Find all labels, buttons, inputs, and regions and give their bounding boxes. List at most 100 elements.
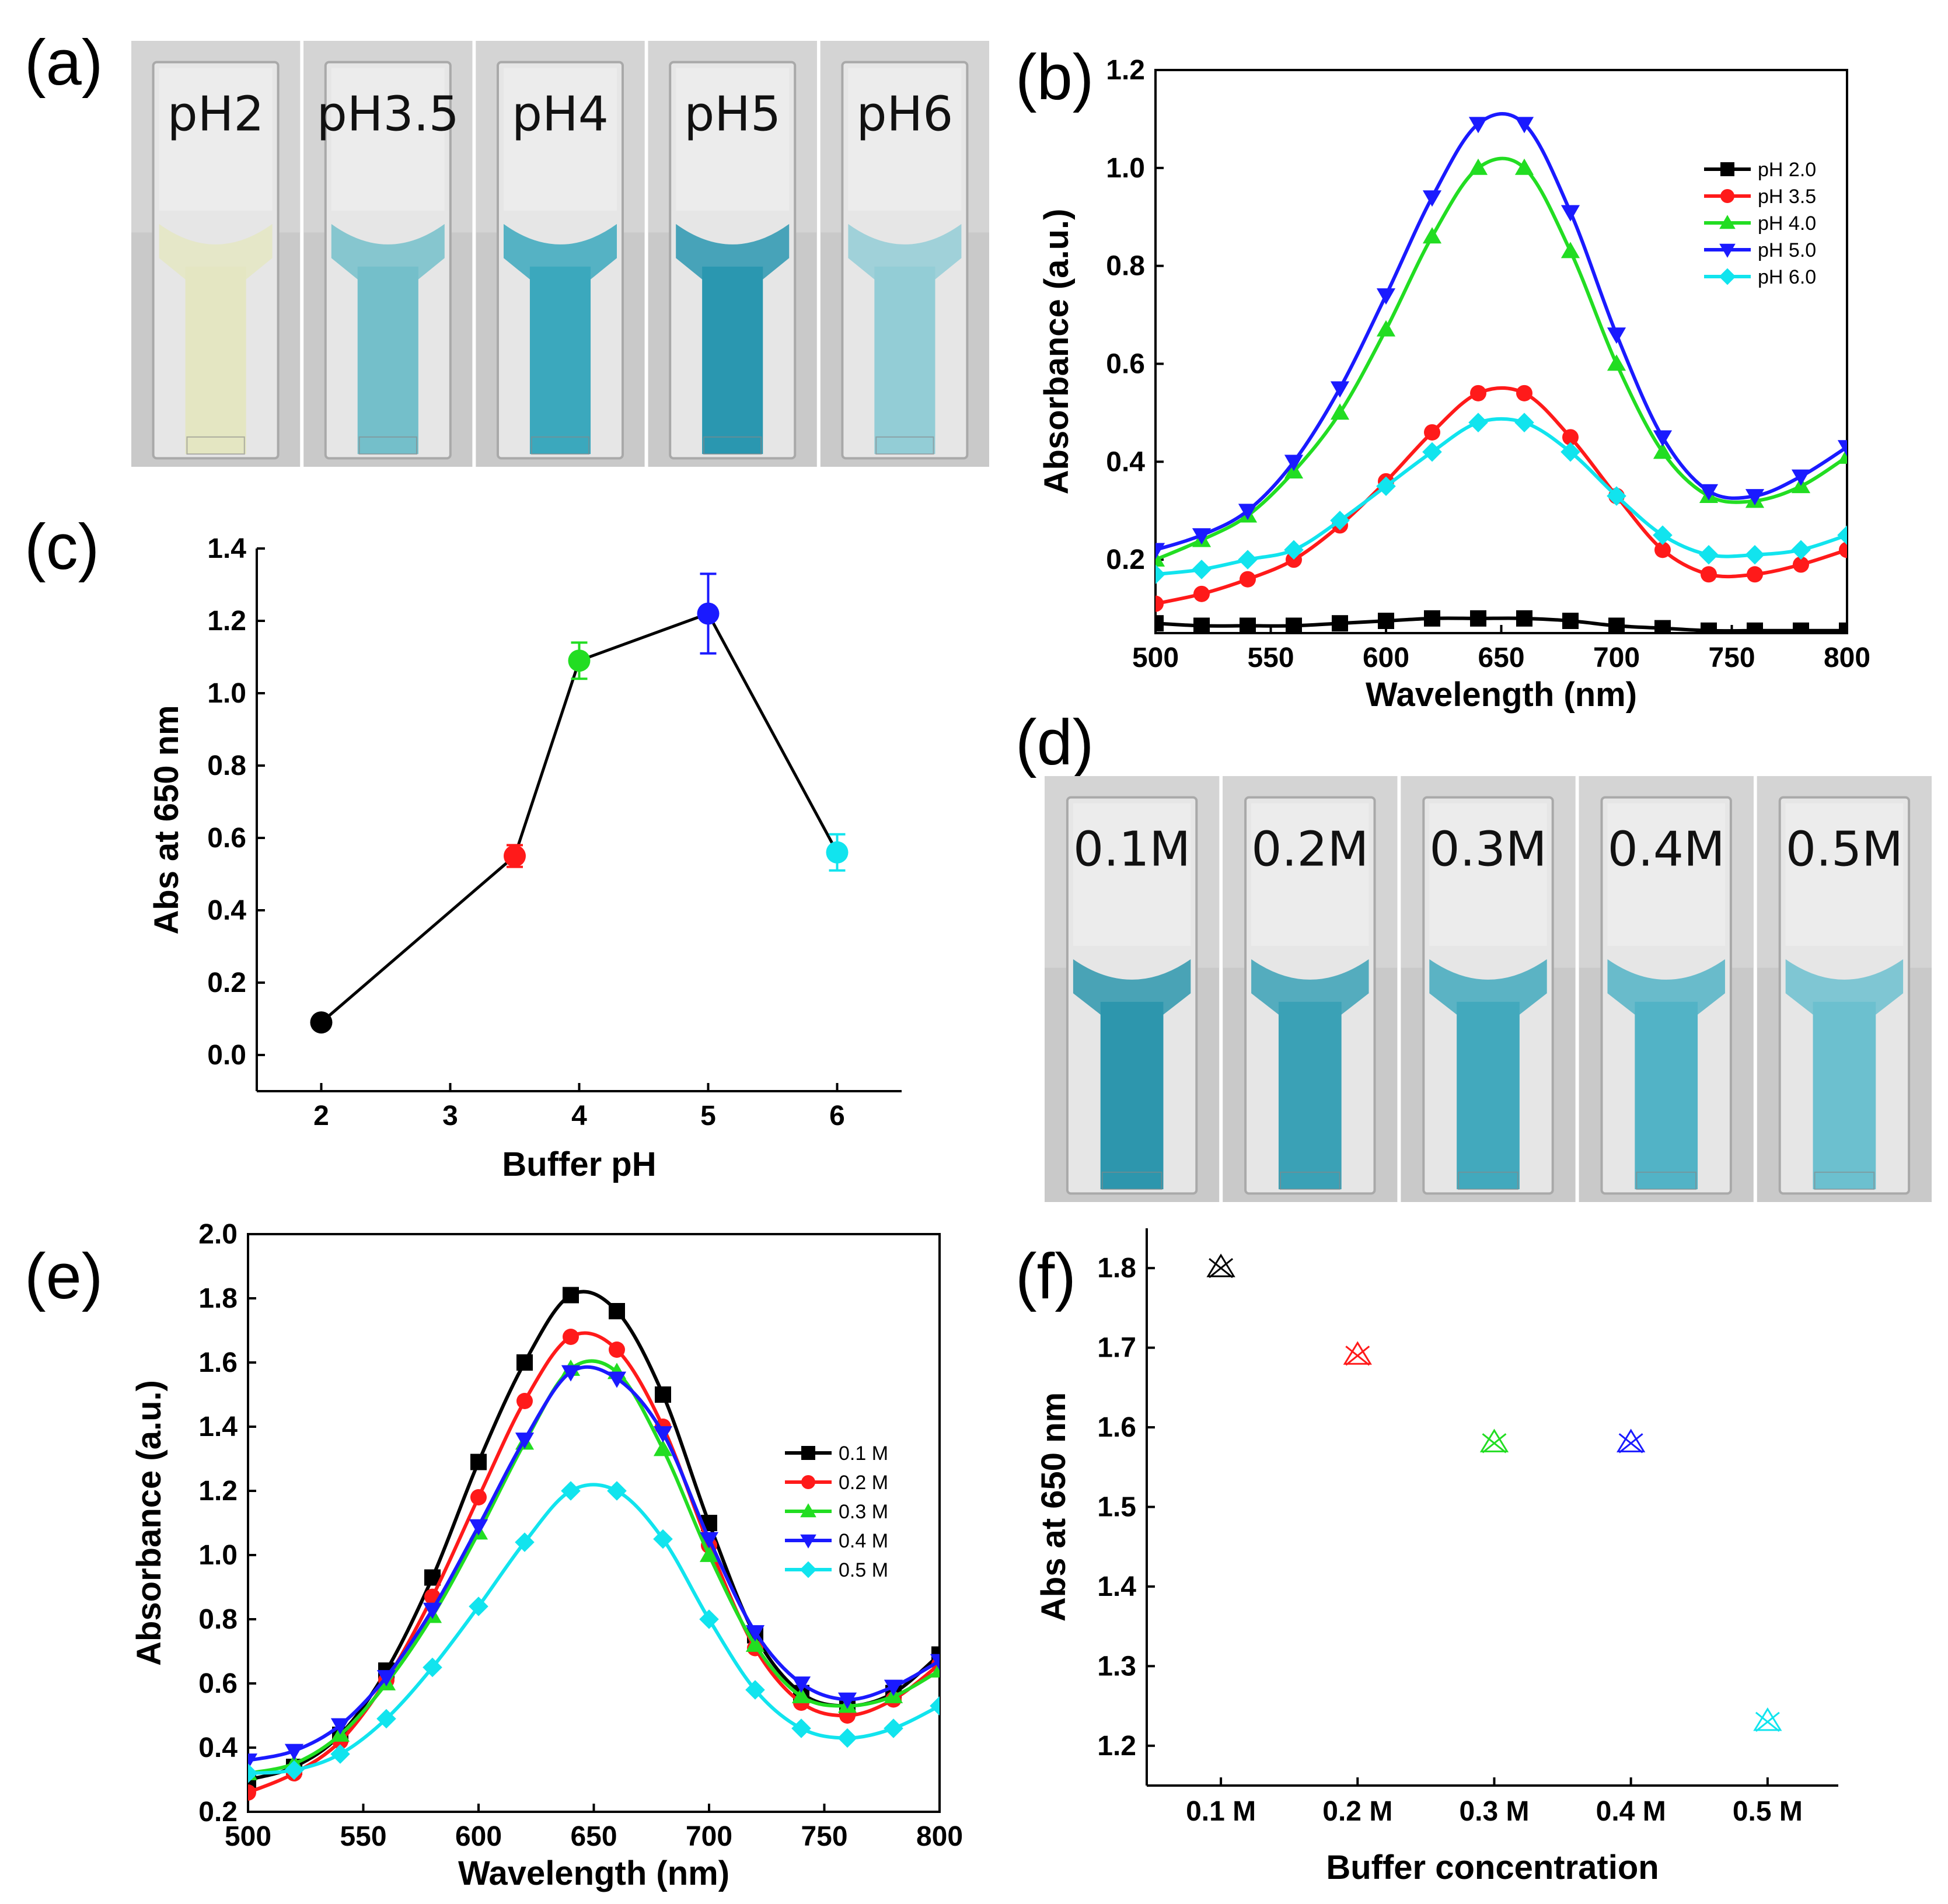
cuvette-meniscus <box>848 223 962 280</box>
cuvette-bottom <box>1814 1171 1875 1190</box>
data-point <box>516 1393 533 1409</box>
data-point <box>1654 541 1671 558</box>
data-point <box>1286 617 1302 633</box>
data-point <box>423 1602 442 1619</box>
data-point <box>607 1371 627 1388</box>
x-tick-label: 800 <box>1824 642 1870 673</box>
data-point <box>1562 613 1579 630</box>
x-tick-label: 0.2 M <box>1322 1796 1392 1827</box>
x-tick-label: 500 <box>1132 642 1179 673</box>
data-point <box>697 602 720 625</box>
cuvette-liquid <box>1813 1001 1876 1190</box>
data-point <box>1284 455 1304 471</box>
cuvette-bottom <box>875 436 934 455</box>
plot-frame <box>1154 69 1848 634</box>
data-point <box>515 1433 535 1449</box>
chart-e: 0.2 0.4 0.6 0.8 1.0 1.2 1.4 1.6 1.8 2.0 500 550 600 6… <box>130 1219 963 1892</box>
x-tick-label: 5 <box>700 1101 716 1131</box>
data-point <box>1238 550 1258 570</box>
data-point <box>1422 190 1442 207</box>
data-point <box>1793 556 1809 573</box>
cuvette-empty-part <box>159 68 273 211</box>
y-tick-label: 0.2 <box>198 1797 238 1828</box>
data-point <box>1330 511 1350 530</box>
data-point <box>1839 622 1847 633</box>
legend-label: pH 4.0 <box>1758 212 1816 235</box>
y-tick-label: 1.2 <box>1106 55 1145 86</box>
data-point <box>1192 560 1212 579</box>
data-point <box>330 1718 350 1735</box>
y-tick-label: 0.0 <box>207 1040 246 1071</box>
data-point <box>1193 585 1210 602</box>
legend-label: 0.5 M <box>839 1559 888 1581</box>
data-point <box>1378 613 1394 630</box>
data-point <box>607 1481 627 1501</box>
data-point <box>826 841 849 864</box>
data-point <box>699 1532 719 1549</box>
data-point <box>1376 288 1396 305</box>
data-point <box>1155 595 1164 612</box>
data-point <box>1701 566 1717 583</box>
y-tick-label: 1.2 <box>198 1476 238 1507</box>
x-tick-label: 750 <box>801 1821 847 1852</box>
point-cross <box>1345 1346 1370 1366</box>
data-point <box>1424 424 1440 441</box>
y-tick-label: 1.0 <box>1106 153 1145 184</box>
panel-c-label: (c) <box>25 511 99 583</box>
cuvette-liquid <box>1100 1001 1164 1190</box>
point-cross <box>1755 1711 1780 1732</box>
cuvette-bottom <box>703 436 762 455</box>
cuvette-meniscus <box>1073 959 1191 1015</box>
cuvette-photo: pH4 <box>476 41 645 467</box>
y-tick-label: 2.0 <box>198 1219 238 1250</box>
data-point <box>1240 617 1256 633</box>
data-point <box>1155 615 1164 632</box>
data-point <box>1343 1341 1372 1366</box>
cuvette-meniscus <box>1607 959 1725 1015</box>
data-point <box>791 1718 811 1738</box>
cuvette-bottom <box>1636 1171 1697 1190</box>
series-line <box>248 1365 940 1762</box>
data-point <box>837 1692 857 1709</box>
cuvette-label: 0.2M <box>1251 822 1369 877</box>
cuvette-empty-part <box>1251 803 1369 946</box>
cuvette-empty-part <box>1429 803 1547 946</box>
data-point <box>515 1532 535 1552</box>
cuvette-empty-part <box>331 68 445 211</box>
photo-panel-d: 0.1M 0.2M 0.3M 0.4M 0.5M <box>1045 776 1932 1202</box>
data-point <box>1284 540 1304 560</box>
x-tick-label: 550 <box>1247 642 1294 673</box>
data-point <box>284 1760 304 1780</box>
cuvette-photo: 0.5M <box>1757 776 1932 1202</box>
cuvette-photo: pH2 <box>131 41 301 467</box>
x-tick-label: 4 <box>571 1101 587 1131</box>
cuvette-label: pH3.5 <box>317 86 459 142</box>
data-point <box>1514 117 1534 134</box>
data-point <box>516 1354 533 1371</box>
data-point <box>1424 610 1440 627</box>
x-tick-label: 550 <box>340 1821 386 1852</box>
y-tick-label: 0.6 <box>1106 348 1145 379</box>
cuvette-label: pH2 <box>167 86 264 142</box>
data-point <box>1791 469 1811 486</box>
data-point <box>1376 320 1396 337</box>
data-point <box>1791 540 1811 560</box>
series-line <box>1155 417 1847 577</box>
x-tick-label: 650 <box>570 1821 617 1852</box>
data-point <box>1747 566 1763 583</box>
cuvette-label: pH4 <box>512 86 609 142</box>
y-tick-label: 1.4 <box>1097 1571 1136 1602</box>
y-tick-label: 0.2 <box>1106 544 1145 575</box>
data-point <box>1206 1253 1235 1278</box>
point-triangle <box>1479 1428 1509 1452</box>
point-cross <box>1482 1433 1507 1454</box>
cuvette-empty-part <box>503 68 617 211</box>
data-point <box>1608 617 1625 633</box>
data-point <box>1238 504 1258 520</box>
panel-e-label: (e) <box>25 1241 103 1312</box>
cuvette-empty-part <box>676 68 790 211</box>
x-tick-label: 500 <box>225 1821 271 1852</box>
data-point <box>791 1686 811 1703</box>
data-point <box>568 649 591 672</box>
